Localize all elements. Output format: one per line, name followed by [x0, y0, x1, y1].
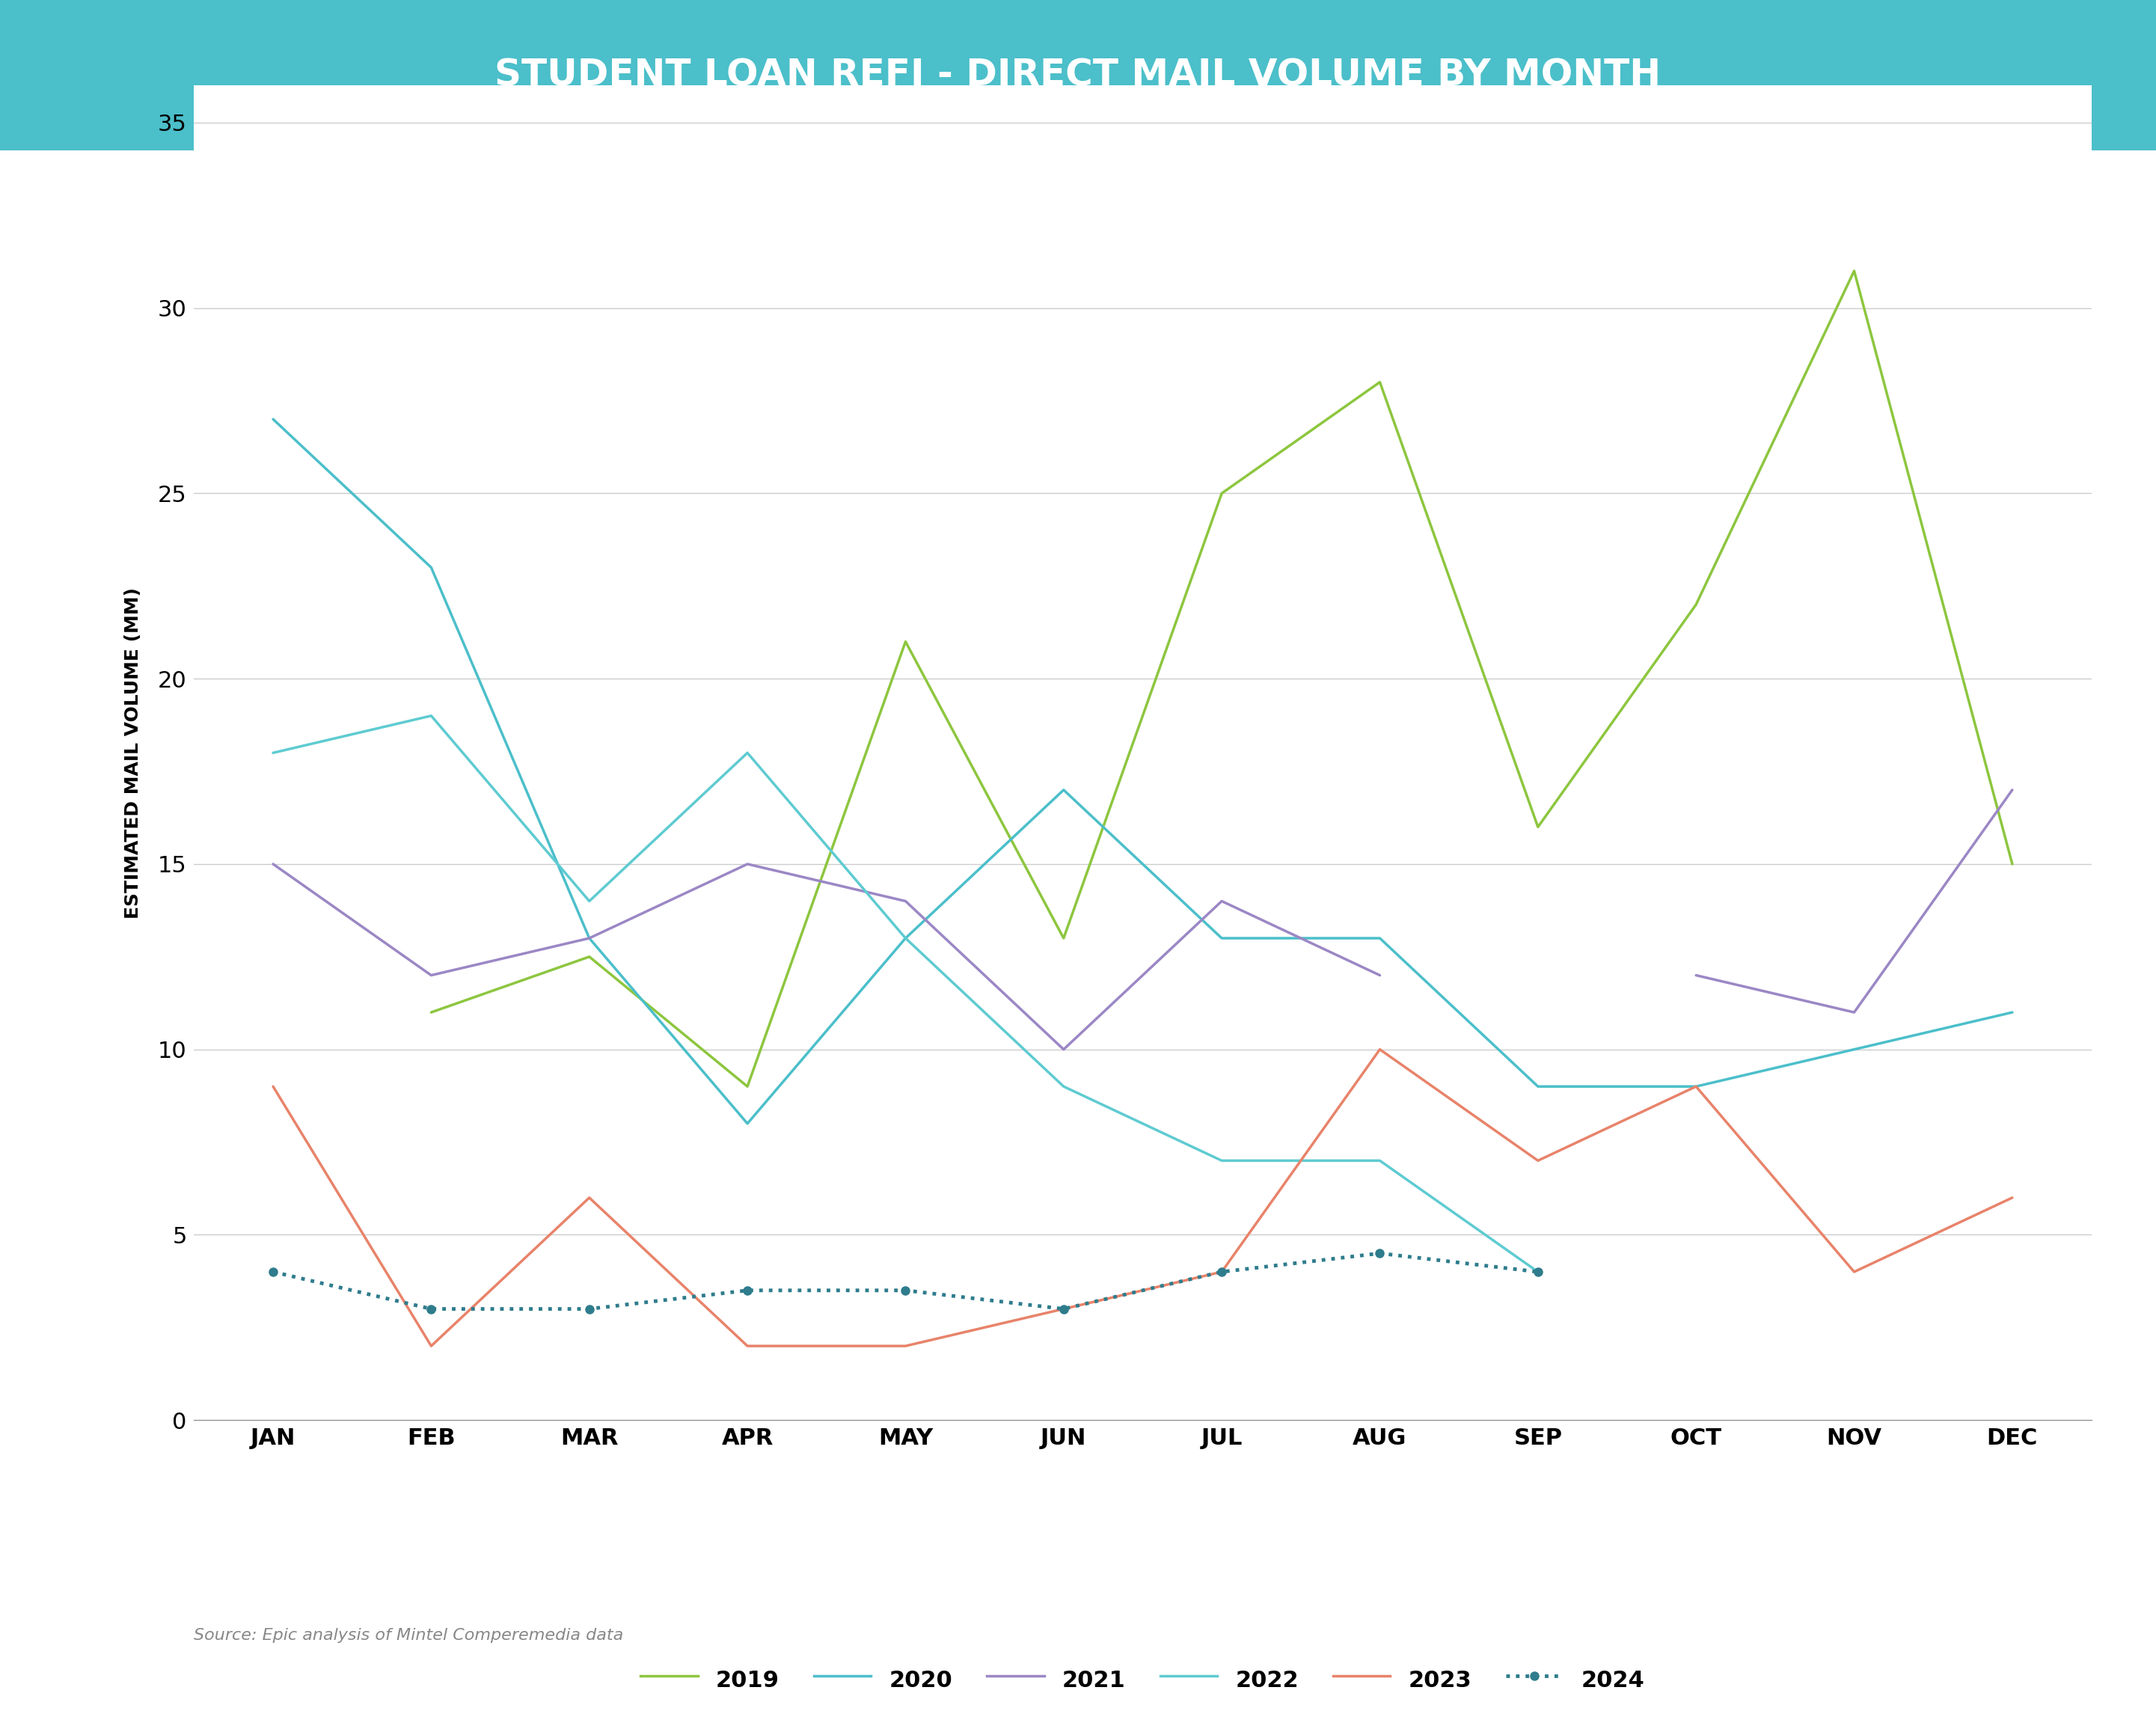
Text: STUDENT LOAN REFI - DIRECT MAIL VOLUME BY MONTH: STUDENT LOAN REFI - DIRECT MAIL VOLUME B… [496, 58, 1660, 92]
Legend: 2019, 2020, 2021, 2022, 2023, 2024: 2019, 2020, 2021, 2022, 2023, 2024 [632, 1656, 1654, 1702]
Text: Source: Epic analysis of Mintel Comperemedia data: Source: Epic analysis of Mintel Comperem… [194, 1627, 623, 1643]
Y-axis label: ESTIMATED MAIL VOLUME (MM): ESTIMATED MAIL VOLUME (MM) [125, 587, 142, 919]
